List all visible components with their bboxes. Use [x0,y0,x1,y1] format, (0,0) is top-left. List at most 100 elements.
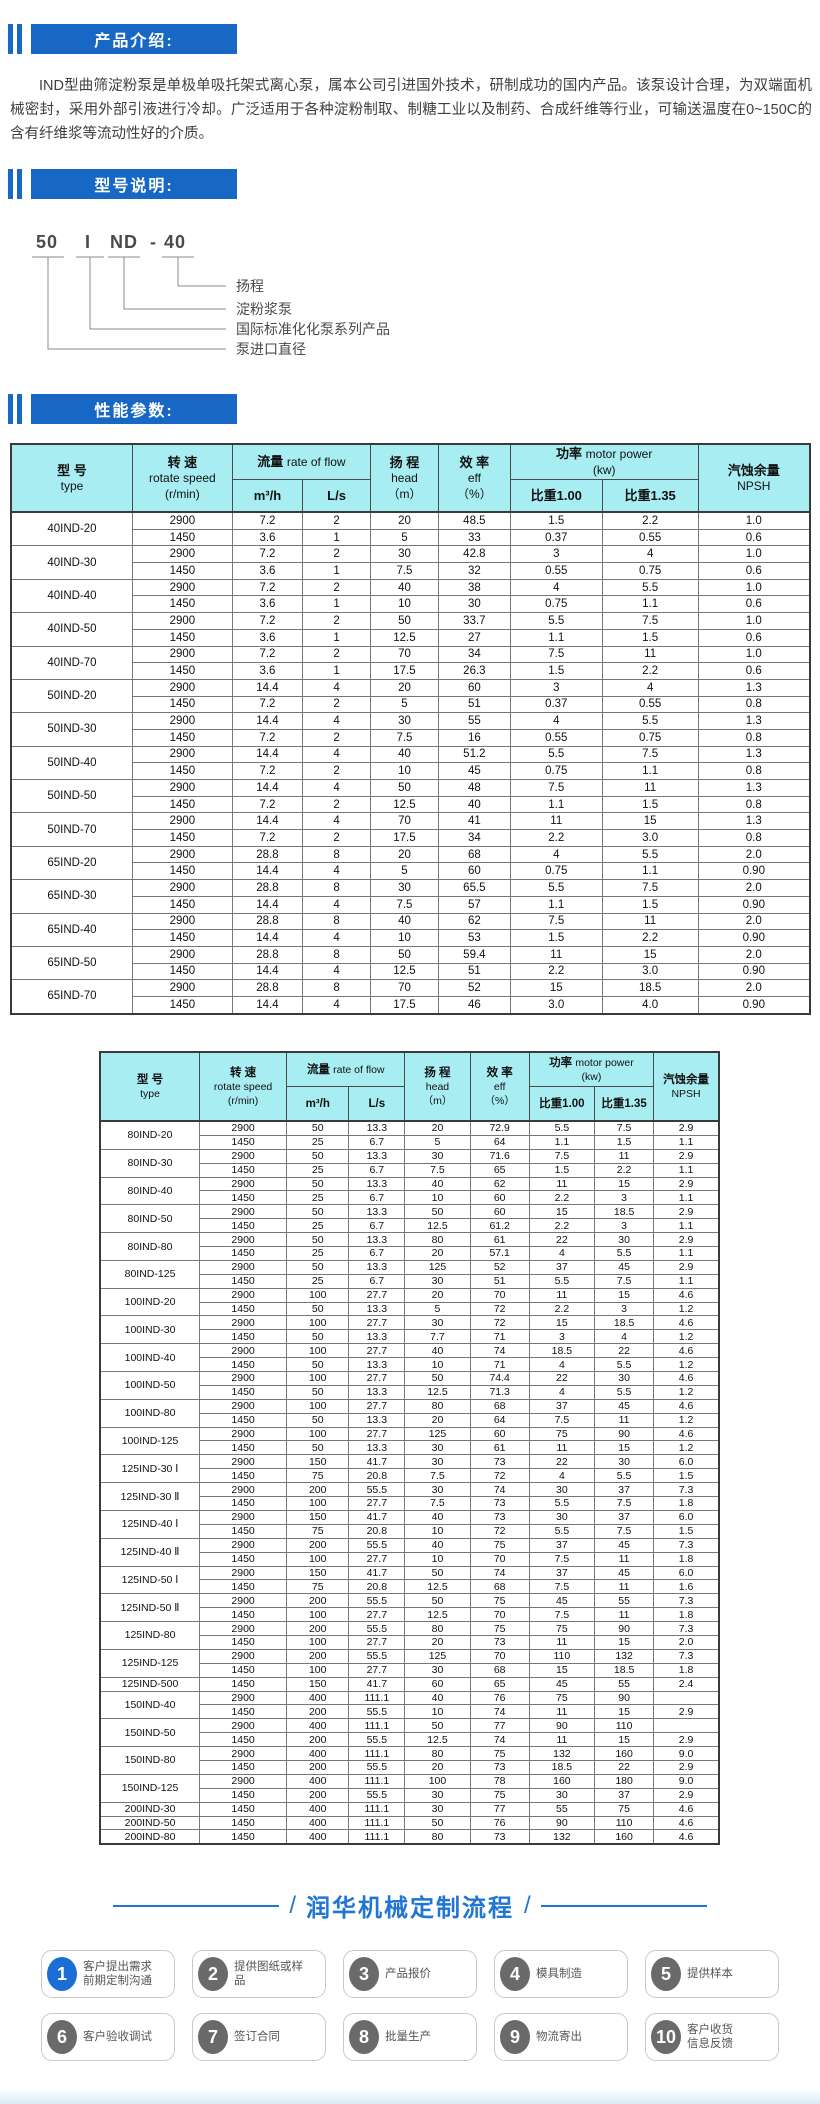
table-row: 1450 14.4 4 10 53 1.5 2.2 0.90 [11,929,811,947]
table-cell: 2900 [199,1398,288,1414]
table-cell: 11 [601,645,699,664]
table-cell: 17.5 [370,662,439,680]
table-cell: 37 [528,1259,596,1275]
table-row: 1450 100 27.7 10 70 7.5 11 1.8 [100,1551,720,1567]
table-cell: 1.5 [653,1523,720,1539]
table-cell: 1450 [199,1787,288,1803]
table-cell: 2 [302,829,372,847]
col-rate-of-flow: 流量 rate of flow [231,443,372,480]
table-cell: 65 [469,1162,530,1178]
table-cell: 2900 [199,1773,288,1789]
col-motor-power: 功率 motor power (kw) [509,443,699,480]
table-cell: 1.6 [653,1579,720,1595]
table-cell: 60 [469,1190,530,1206]
table-cell: 45 [594,1398,655,1414]
pump-type: 200IND-80 [99,1829,201,1845]
table-row: 100IND-40 2900 100 27.7 40 74 18.5 22 4.6 [99,1343,720,1373]
table-cell: 5.5 [528,1523,596,1539]
col-flow-ls: L/s [348,1086,406,1122]
table-row: 125IND-80 2900 200 55.5 80 75 75 90 7.3 [99,1621,720,1650]
table-cell: 2 [302,728,372,747]
table-cell: 1.3 [697,712,811,730]
table-cell: 160 [528,1773,596,1789]
table-cell: 65 [469,1676,530,1692]
table-cell: 4.6 [653,1815,720,1831]
table-cell: 30 [370,879,439,897]
table-cell: 100 [286,1607,350,1623]
table-cell: 1 [302,662,372,680]
table-cell: 2900 [199,1565,288,1581]
table-cell: 14.4 [231,995,304,1015]
table-cell: 15 [594,1732,655,1748]
table-cell: 1.1 [601,862,699,881]
table-cell: 200 [286,1704,350,1720]
table-cell: 45 [528,1593,596,1609]
table-cell: 11 [594,1607,655,1623]
table-cell: 14.4 [231,895,304,914]
table-cell: 0.8 [697,829,811,847]
process-step: 9 物流寄出 [494,2013,628,2061]
table-cell: 55 [437,712,511,730]
table-cell: 14.4 [231,812,304,831]
table-cell: 7.5 [594,1120,655,1136]
table-cell: 27.7 [348,1287,406,1303]
table-cell: 1450 [131,762,233,780]
table-cell: 7.2 [231,545,304,564]
table-cell: 2.2 [528,1190,596,1206]
table-cell: 110 [594,1718,655,1734]
table-cell: 2900 [131,979,233,997]
table-cell: 33.7 [437,612,511,630]
table-cell: 74 [469,1704,530,1720]
table-cell: 17.5 [370,829,439,847]
table-cell: 2.9 [653,1176,720,1192]
table-row: 100IND-20 2900 100 27.7 20 70 11 15 4.6 [99,1287,720,1317]
table-cell: 48 [437,779,511,797]
table-cell: 1450 [199,1704,288,1720]
table-cell: 51 [437,695,511,714]
col-head: 扬 程 head （m） [370,443,439,513]
table-cell: 20 [370,845,439,864]
table-cell: 7.5 [601,879,699,897]
table-cell: 1.8 [653,1551,720,1567]
table-cell: 7.5 [528,1551,596,1567]
table-cell: 2 [302,511,372,530]
table-cell: 2.2 [601,511,699,530]
table-cell: 55.5 [348,1593,406,1609]
table-cell: 3.6 [231,662,304,680]
table-cell: 1.5 [509,929,603,947]
pump-type: 125IND-500 [99,1676,201,1692]
table-cell: 1450 [199,1634,288,1650]
table-cell: 74.4 [469,1371,530,1386]
table-row: 200IND-30 1450 400 111.1 30 77 55 75 4.6 [99,1801,720,1817]
table-cell: 150 [286,1509,350,1525]
table-row: 40IND-30 2900 7.2 2 30 42.8 3 4 1.0 [10,545,811,580]
table-cell: 12.5 [370,628,439,647]
table-cell: 2.2 [528,1218,596,1234]
table-cell: 74 [469,1482,530,1498]
table-cell: 50 [286,1329,350,1345]
col-power-sg135: 比重1.35 [601,479,699,513]
table-cell: 0.6 [697,528,811,547]
table-cell: 2900 [131,645,233,664]
table-cell: 2 [302,762,372,780]
table-row: 1450 25 6.7 12.5 61.2 2.2 3 1.1 [100,1218,720,1234]
pump-type: 125IND-30 Ⅱ [99,1482,201,1511]
table-cell: 0.6 [697,628,811,647]
table-cell: 1450 [199,1801,288,1817]
table-cell: 53 [437,929,511,947]
table-row: 1450 200 55.5 20 73 18.5 22 2.9 [100,1759,720,1775]
table-cell: 14.4 [231,962,304,981]
table-cell: 0.8 [697,795,811,814]
table-cell: 7.5 [370,728,439,747]
table-cell: 0.75 [601,728,699,747]
table-cell: 30 [404,1315,471,1331]
pump-type: 50IND-70 [10,812,133,847]
table-cell: 200 [286,1787,350,1803]
table-cell: 40 [370,745,439,764]
table-cell: 90 [594,1426,655,1442]
table-cell: 0.90 [697,895,811,914]
table-cell: 15 [594,1287,655,1303]
table-cell: 7.5 [528,1412,596,1428]
table-cell: 7.2 [231,762,304,780]
table-row: 80IND-80 2900 50 13.3 80 61 22 30 2.9 [99,1232,720,1261]
